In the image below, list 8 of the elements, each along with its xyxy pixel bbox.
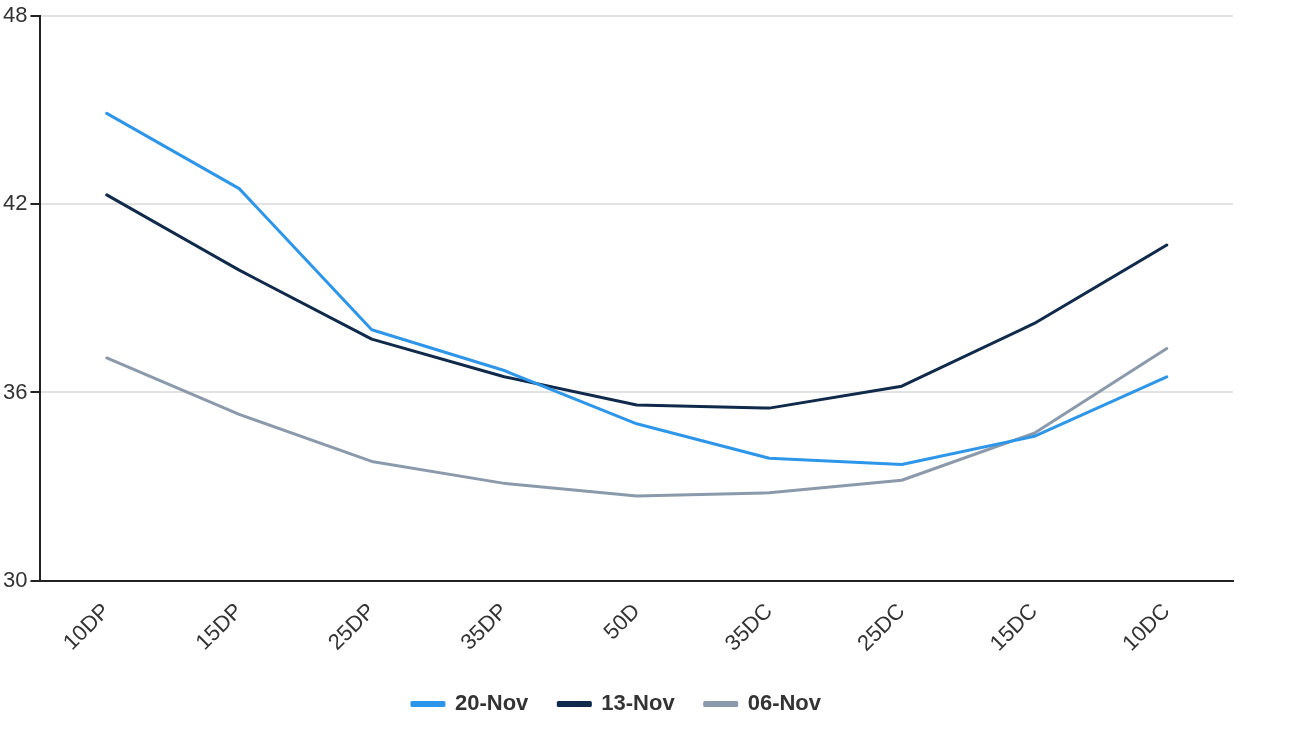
- y-tick-label: 48: [2, 2, 28, 28]
- y-tick-label: 36: [2, 378, 28, 404]
- y-tick-label: 42: [2, 190, 28, 216]
- legend-label: 20-Nov: [454, 690, 530, 716]
- legend-label: 06-Nov: [747, 690, 822, 716]
- y-tick-label: 30: [2, 566, 28, 592]
- legend-label: 13-Nov: [601, 690, 676, 716]
- x-tick-label: 50D: [598, 598, 645, 645]
